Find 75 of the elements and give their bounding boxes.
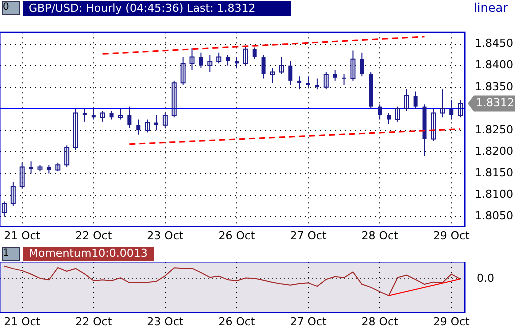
candlestick	[154, 114, 158, 132]
candlestick	[298, 76, 302, 90]
chart-title: Momentum10:0.0013	[23, 247, 154, 261]
candlestick	[270, 67, 276, 84]
candlestick	[74, 108, 79, 150]
x-tick-label: 26 Oct	[218, 229, 256, 242]
y-tick-label: 1.8050	[475, 210, 514, 223]
x-tick-label: 23 Oct	[147, 229, 184, 242]
x-tick-label: 28 Oct	[362, 315, 399, 328]
ref-line-label: 0.0	[477, 272, 494, 285]
candlestick	[252, 47, 257, 60]
candlestick	[136, 119, 141, 136]
candlestick	[226, 54, 230, 66]
candlestick	[100, 110, 106, 122]
candlestick	[386, 112, 391, 125]
text: 0	[2, 1, 20, 15]
y-tick-label: 1.8150	[475, 166, 514, 180]
x-tick-label: 21 Oct	[4, 229, 42, 242]
candlestick	[315, 78, 320, 90]
candlestick	[306, 76, 311, 88]
candlestick	[333, 70, 338, 82]
x-tick-label: 23 Oct	[147, 315, 184, 328]
candlestick	[395, 106, 400, 122]
x-tick-label: 26 Oct	[218, 315, 256, 328]
candlestick	[118, 108, 124, 120]
y-tick-label: 1.8400	[475, 58, 514, 72]
candlestick	[431, 108, 436, 142]
y-tick-label: 1.8450	[475, 37, 514, 50]
candlestick	[324, 72, 329, 90]
x-tick-label: 29 Oct	[433, 315, 471, 328]
candlestick	[234, 56, 239, 68]
candlestick	[199, 52, 204, 68]
candlestick	[64, 145, 70, 168]
x-tick-label: 27 Oct	[290, 315, 328, 328]
text: linear	[474, 1, 508, 15]
candlestick	[216, 52, 222, 64]
x-tick-label: 27 Oct	[290, 229, 328, 242]
x-tick-label: 29 Oct	[433, 229, 471, 242]
candlestick	[208, 54, 213, 73]
candlestick	[279, 56, 284, 75]
candlestick	[82, 108, 87, 122]
candlestick	[414, 91, 418, 110]
candlestick	[243, 46, 248, 66]
candlestick	[288, 61, 293, 86]
candlestick	[92, 108, 96, 120]
candlestick	[262, 54, 266, 80]
y-tick-label: 1.8100	[475, 188, 514, 202]
candlestick	[360, 52, 364, 78]
candlestick	[378, 104, 382, 120]
y-tick-label: 1.8350	[475, 80, 514, 94]
candlestick	[458, 100, 464, 118]
candlestick	[162, 112, 168, 129]
chart-title: GBP/USD: Hourly (04:45:36) Last: 1.8312	[23, 0, 291, 16]
y-tick-label: 1.8250	[475, 123, 514, 136]
x-tick-label: 22 Oct	[76, 315, 113, 328]
candlestick	[190, 48, 195, 71]
x-tick-label: 22 Oct	[76, 229, 113, 242]
candlestick	[342, 74, 346, 86]
y-tick-label: 1.8200	[475, 145, 514, 158]
text: 1	[2, 247, 20, 261]
candlestick	[2, 201, 7, 218]
candlestick	[128, 106, 132, 129]
candlestick	[172, 80, 177, 118]
text: 1.8312	[476, 96, 514, 110]
x-tick-label: 21 Oct	[4, 315, 42, 328]
candlestick	[350, 50, 356, 82]
candlestick	[404, 89, 410, 112]
x-tick-label: 28 Oct	[362, 229, 399, 242]
candlestick	[450, 100, 454, 120]
candlestick	[10, 182, 16, 207]
candlestick	[145, 119, 150, 134]
candlestick	[20, 162, 25, 190]
candlestick	[29, 161, 34, 174]
candlestick	[440, 89, 446, 118]
candlestick	[180, 56, 186, 86]
